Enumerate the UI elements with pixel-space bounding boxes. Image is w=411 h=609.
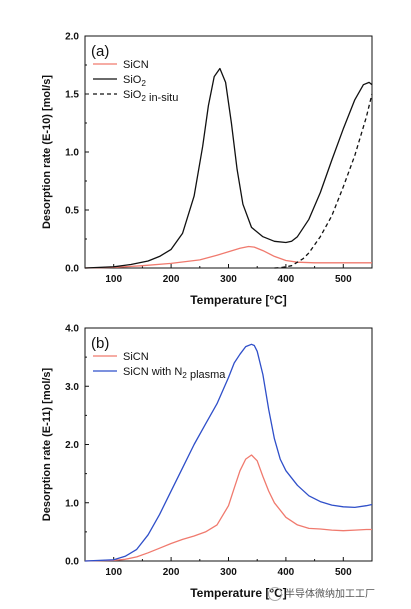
panel-label: (b) bbox=[91, 335, 109, 352]
legend-label: SiO2 in-situ bbox=[123, 89, 178, 104]
y-tick-label: 3.0 bbox=[65, 382, 79, 393]
legend-label: SiO2 bbox=[123, 74, 146, 88]
series-line-1 bbox=[84, 245, 372, 269]
x-tick-label: 300 bbox=[220, 567, 237, 578]
y-axis-title: Desorption rate (E-11) [mol/s] bbox=[41, 367, 53, 521]
x-tick-label: 300 bbox=[220, 274, 237, 285]
x-tick-label: 400 bbox=[278, 274, 295, 285]
panel-label: (a) bbox=[91, 43, 109, 60]
legend-label: SiCN bbox=[123, 351, 149, 363]
chart-panel-a: 100 200 300 400 500 0.0 0.5 1.0 1.5 2.0 Temperatur… bbox=[41, 32, 373, 307]
y-axis-title: Desorption rate (E-10) [mol/s] bbox=[41, 75, 53, 229]
y-tick-label: 2.0 bbox=[65, 32, 79, 43]
x-tick-label: 200 bbox=[163, 567, 180, 578]
series-line-2 bbox=[84, 67, 373, 269]
series-line-3 bbox=[274, 93, 373, 269]
x-tick-label: 500 bbox=[335, 274, 352, 285]
watermark-text: 半导体微纳加工工厂 bbox=[285, 589, 375, 600]
x-axis-title: Temperature [°C] bbox=[190, 293, 287, 307]
y-tick-label: 0.0 bbox=[65, 264, 79, 275]
chart-panel-b: 100 200 300 400 500 0.0 1.0 2.0 3.0 4.0 Temperatur… bbox=[41, 324, 373, 600]
x-tick-label: 100 bbox=[105, 567, 122, 578]
x-axis-title: Temperature [°C] bbox=[190, 586, 287, 600]
x-tick-label: 200 bbox=[163, 274, 180, 285]
x-tick-label: 100 bbox=[105, 274, 122, 285]
wechat-logo-icon bbox=[268, 587, 282, 601]
x-tick-label: 400 bbox=[278, 567, 295, 578]
series-line-2 bbox=[84, 343, 373, 562]
y-tick-label: 1.0 bbox=[65, 148, 79, 159]
y-tick-label: 4.0 bbox=[65, 324, 79, 335]
y-tick-label: 0.5 bbox=[65, 206, 79, 217]
y-tick-label: 0.0 bbox=[65, 557, 79, 568]
legend-label: SiCN bbox=[123, 59, 149, 71]
legend-label: SiCN with N2 plasma bbox=[123, 366, 226, 381]
y-tick-label: 2.0 bbox=[65, 440, 79, 451]
y-tick-label: 1.0 bbox=[65, 498, 79, 509]
y-tick-label: 1.5 bbox=[65, 90, 79, 101]
watermark: 半导体微纳加工工厂 bbox=[268, 585, 375, 601]
x-tick-label: 500 bbox=[335, 567, 352, 578]
series-line-1 bbox=[84, 454, 372, 562]
